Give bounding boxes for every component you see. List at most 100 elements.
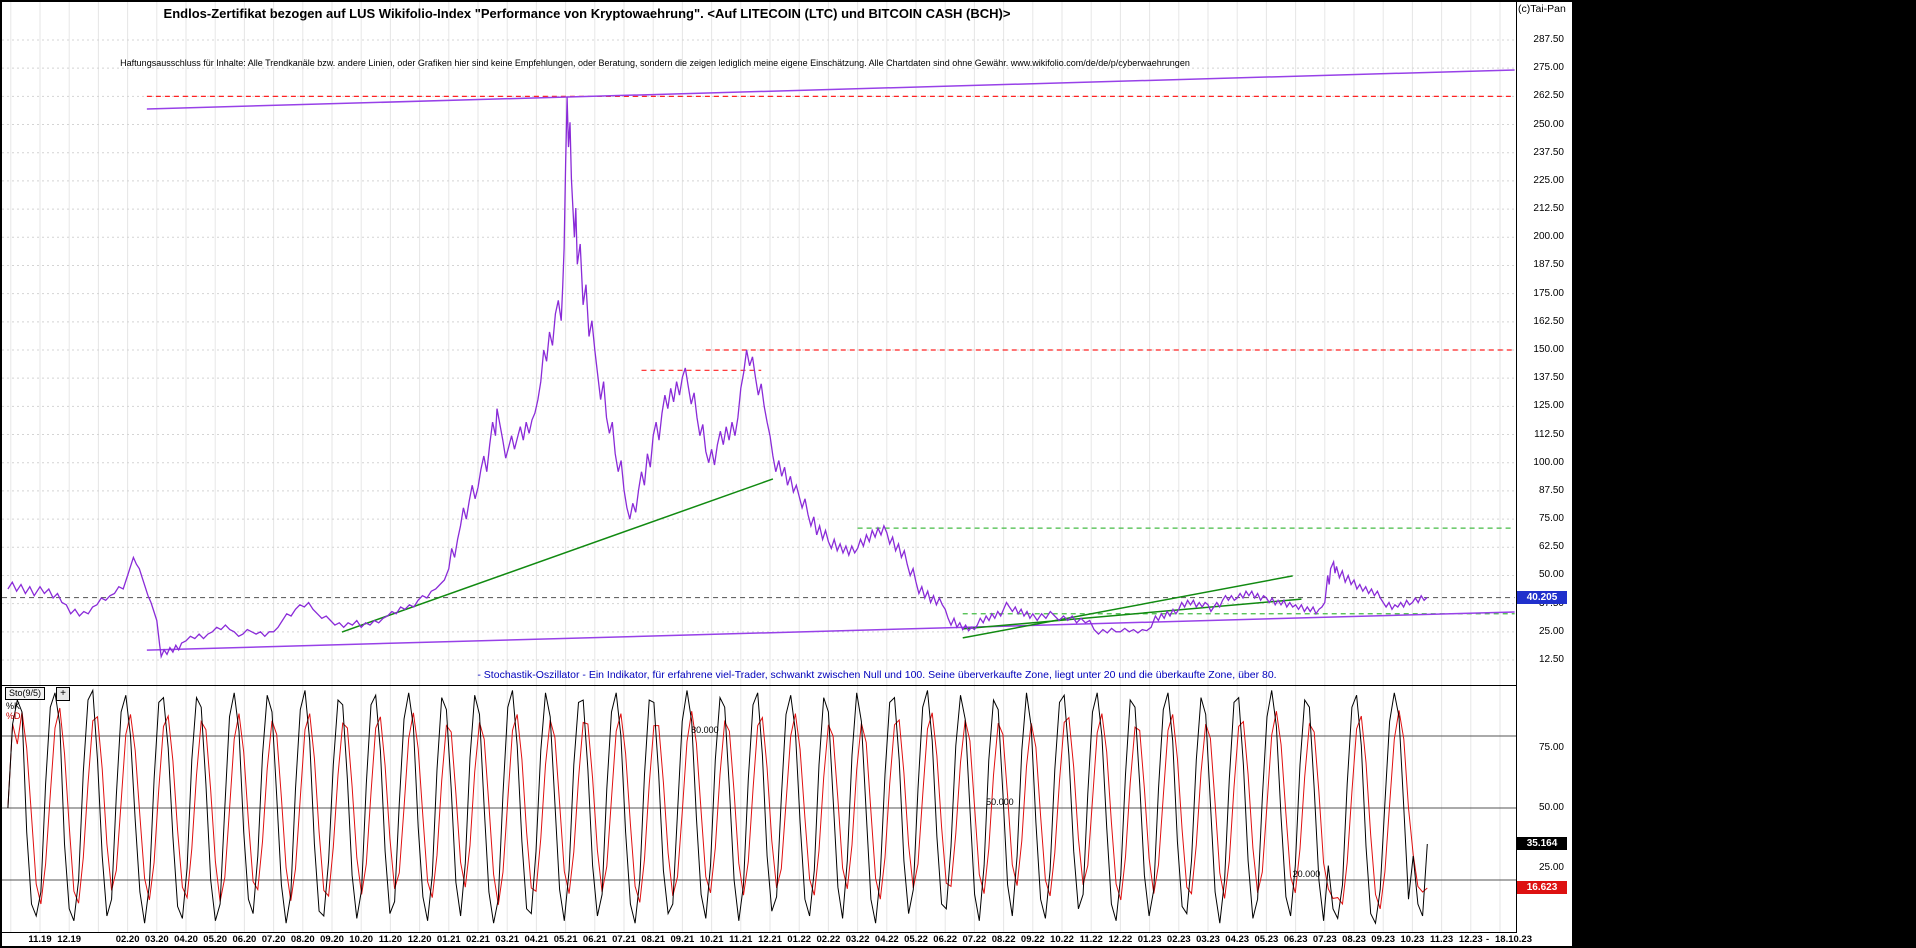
date-label: 03.23 xyxy=(1196,934,1220,945)
date-label: 08.22 xyxy=(991,934,1016,945)
price-axis-label: 75.00 xyxy=(1538,513,1564,525)
stochastic-d-value-badge: 16.623 xyxy=(1517,881,1567,895)
date-axis: 11.19 12.19 02.20 03.20 04.20 05.20 06.20 07.20… xyxy=(0,934,1572,947)
price-axis-label: 150.00 xyxy=(1533,344,1564,355)
date-label: 09.20 xyxy=(320,934,344,945)
date-label: 06.22 xyxy=(933,934,958,945)
date-label: 02.20 xyxy=(115,934,140,945)
date-label: 12.20 xyxy=(407,934,432,945)
date-axis-dash: - xyxy=(1486,934,1490,945)
date-label: 08.20 xyxy=(290,934,315,945)
stochastic-ref-label: 80.000 xyxy=(691,725,719,735)
stochastic-k-value-badge: 35.164 xyxy=(1517,836,1567,850)
date-label: 11.21 xyxy=(729,934,753,945)
trendline-violet-channel-top xyxy=(146,69,1515,110)
price-axis-label: 287.50 xyxy=(1533,34,1564,45)
price-axis-label: 187.50 xyxy=(1533,259,1564,271)
trendline-violet-channel-bottom xyxy=(146,611,1515,651)
date-label: 06.20 xyxy=(232,934,257,945)
date-label: 10.21 xyxy=(699,934,724,945)
date-label: 12.22 xyxy=(1108,934,1133,945)
stochastic-ref-label: 20.000 xyxy=(1292,869,1321,879)
copyright-label: (c)Tai-Pan xyxy=(1518,3,1566,15)
price-line xyxy=(7,97,1428,660)
date-label: 09.21 xyxy=(670,934,695,945)
date-label: 07.21 xyxy=(612,934,636,945)
stochastic-oscillator-chart[interactable] xyxy=(2,686,1516,932)
stochastic-axis-label: 75.00 xyxy=(1538,742,1564,753)
price-axis-label: 25.00 xyxy=(1538,625,1564,637)
date-label: 11.20 xyxy=(378,934,403,945)
date-label: 01.21 xyxy=(436,934,461,945)
date-label: 04.22 xyxy=(874,934,899,945)
date-label: 06.21 xyxy=(582,934,607,945)
price-axis-label: 62.50 xyxy=(1538,541,1564,553)
price-axis-label: 137.50 xyxy=(1533,372,1564,384)
date-label: 10.23 xyxy=(1400,934,1425,945)
date-label: 09.22 xyxy=(1020,934,1045,945)
indicator-settings-button[interactable]: Sto(9/5) xyxy=(5,687,46,700)
price-axis-label: 12.50 xyxy=(1538,654,1564,665)
date-label: 07.20 xyxy=(261,934,286,945)
disclaimer-text: Haftungsausschluss für Inhalte: Alle Tre… xyxy=(120,58,1190,68)
panel-separator-bottom xyxy=(2,932,1516,933)
date-label: 07.22 xyxy=(962,934,987,945)
date-label: 01.22 xyxy=(787,934,812,945)
main-price-chart[interactable] xyxy=(2,2,1516,686)
stochastic-description: - Stochastik-Oszillator - Ein Indikator,… xyxy=(477,669,1277,681)
last-price-badge: 40.205 xyxy=(1517,590,1567,604)
price-axis-label: 87.50 xyxy=(1538,484,1564,496)
date-label: 11.19 xyxy=(28,934,52,945)
main-gridlines xyxy=(2,2,1516,686)
stochastic-k-line xyxy=(7,688,1428,925)
date-label: 04.20 xyxy=(174,934,198,945)
date-label: 02.22 xyxy=(816,934,841,945)
price-axis-label: 262.50 xyxy=(1533,90,1564,102)
date-label: 07.23 xyxy=(1312,934,1337,945)
trendline-green-uptrend-2022-2023-a xyxy=(962,575,1293,639)
date-label: 05.21 xyxy=(553,934,578,945)
stochastic-d-line xyxy=(7,707,1428,909)
date-label: 05.20 xyxy=(203,934,228,945)
date-label: 05.22 xyxy=(904,934,928,945)
date-label: 03.22 xyxy=(845,934,870,945)
stochastic-axis-label: 50.00 xyxy=(1538,802,1564,813)
panel-separator-top xyxy=(2,685,1516,686)
date-label: 02.21 xyxy=(466,934,490,945)
price-axis-label: 50.00 xyxy=(1538,569,1564,581)
price-axis-label: 275.00 xyxy=(1533,62,1564,74)
stochastic-gridlines xyxy=(10,686,1501,932)
stochastic-d-legend: %D xyxy=(6,711,21,721)
price-axis-label: 200.00 xyxy=(1533,231,1564,243)
date-label: 04.21 xyxy=(524,934,549,945)
stochastic-k-legend: %K xyxy=(6,701,21,711)
date-label: 10.20 xyxy=(349,934,374,945)
price-axis-label: 162.50 xyxy=(1533,315,1564,327)
price-axis-label: 175.00 xyxy=(1533,287,1564,299)
date-label: 01.23 xyxy=(1137,934,1162,945)
stochastic-ref-label: 50.000 xyxy=(986,797,1014,807)
date-label: 10.22 xyxy=(1050,934,1074,945)
price-axis-label: 225.00 xyxy=(1533,174,1564,186)
date-label: 05.23 xyxy=(1254,934,1279,945)
price-axis-label: 250.00 xyxy=(1533,118,1564,130)
date-label: 09.23 xyxy=(1371,934,1396,945)
date-label: 02.23 xyxy=(1166,934,1191,945)
chart-title: Endlos-Zertifikat bezogen auf LUS Wikifo… xyxy=(163,6,1011,21)
date-label: 03.20 xyxy=(144,934,169,945)
price-axis-label: 237.50 xyxy=(1533,146,1564,158)
date-label: 06.23 xyxy=(1283,934,1308,945)
date-label: 12.21 xyxy=(758,934,782,945)
price-axis-label: 212.50 xyxy=(1533,203,1564,215)
date-label: 11.22 xyxy=(1079,934,1103,945)
date-label: 08.23 xyxy=(1342,934,1366,945)
trendline-green-uptrend-2022-2023-b xyxy=(962,598,1302,630)
indicator-expand-button[interactable]: + xyxy=(56,687,70,701)
date-label: 03.21 xyxy=(495,934,520,945)
price-axis-line xyxy=(1516,2,1517,933)
last-trading-date: 18.10.23 xyxy=(1495,934,1532,945)
date-label: 12.19 xyxy=(57,934,82,945)
stochastic-axis-label: 25.00 xyxy=(1538,862,1564,873)
price-axis-label: 112.50 xyxy=(1534,428,1564,440)
